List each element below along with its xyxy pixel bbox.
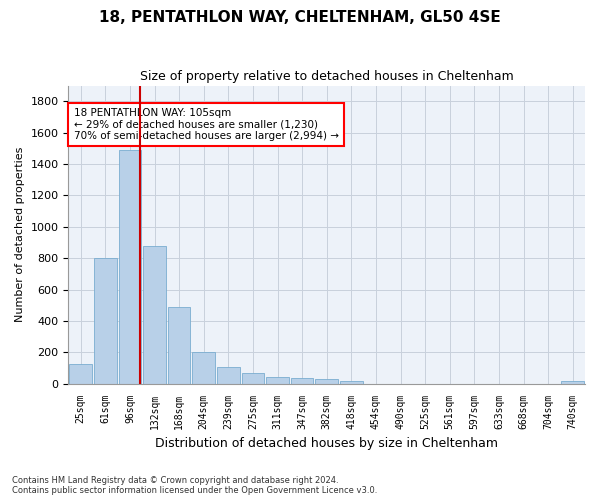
Bar [242,374,264,384]
Bar [168,307,190,384]
Bar [562,380,584,384]
Text: 18, PENTATHLON WAY, CHELTENHAM, GL50 4SE: 18, PENTATHLON WAY, CHELTENHAM, GL50 4SE [99,10,501,25]
Bar [143,246,166,384]
Text: 18 PENTATHLON WAY: 105sqm
← 29% of detached houses are smaller (1,230)
70% of se: 18 PENTATHLON WAY: 105sqm ← 29% of detac… [74,108,338,141]
Bar [119,150,141,384]
Y-axis label: Number of detached properties: Number of detached properties [15,147,25,322]
Bar [340,380,362,384]
Text: Contains HM Land Registry data © Crown copyright and database right 2024.
Contai: Contains HM Land Registry data © Crown c… [12,476,377,495]
Bar [70,364,92,384]
Bar [291,378,313,384]
Bar [217,367,239,384]
Bar [316,379,338,384]
X-axis label: Distribution of detached houses by size in Cheltenham: Distribution of detached houses by size … [155,437,498,450]
Bar [94,258,116,384]
Bar [193,352,215,384]
Title: Size of property relative to detached houses in Cheltenham: Size of property relative to detached ho… [140,70,514,83]
Bar [266,378,289,384]
